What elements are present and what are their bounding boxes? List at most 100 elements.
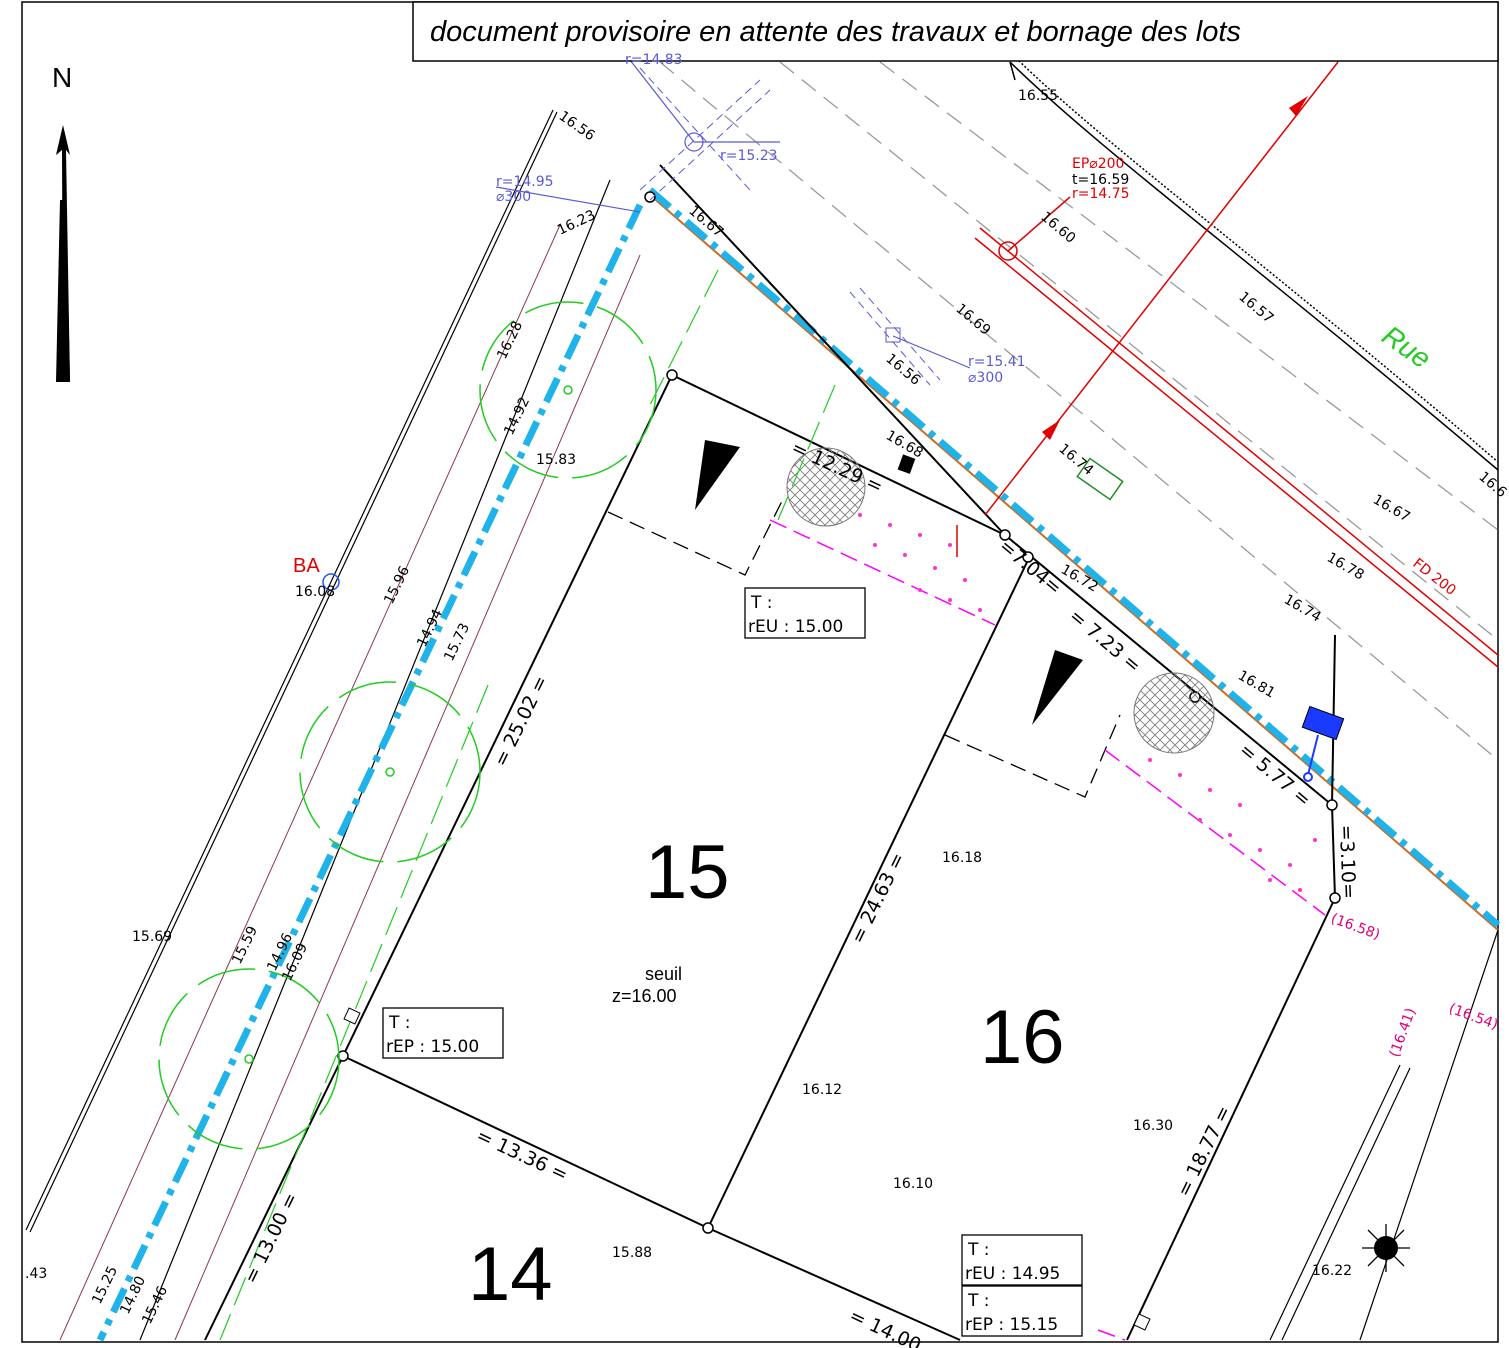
fd-label: FD 200 [1410, 556, 1459, 599]
black-box-icon [897, 454, 916, 474]
spot-height: 16.56 [556, 108, 598, 144]
spot-height: 15.96 [381, 564, 413, 607]
spot-height: 15.88 [612, 1245, 652, 1261]
violet-network [495, 59, 971, 369]
spot-height: 16.57 [1235, 289, 1276, 327]
dim-18-77: = 18.77 = [1173, 1102, 1236, 1200]
r1523: r=15.23 [720, 148, 778, 164]
ep-r: r=14.75 [1072, 186, 1130, 202]
seuil-label: seuil [645, 964, 682, 984]
parking-bays [607, 494, 1121, 798]
pink-dots [858, 513, 1317, 892]
lot-lines [204, 164, 1336, 1341]
proj-1658: (16.58) [1329, 911, 1382, 943]
spot-height: 16.18 [942, 850, 982, 866]
plan-frame [21, 1, 1499, 1343]
svg-text:rEP : 15.00: rEP : 15.00 [386, 1037, 479, 1057]
spot-height: 16.60 [1037, 209, 1078, 247]
red-network [956, 61, 1499, 668]
lot-number-15: 15 [645, 830, 730, 915]
d300a: ⌀300 [968, 370, 1003, 386]
spot-height: 16.22 [1312, 1263, 1352, 1279]
lot-number-16: 16 [980, 995, 1065, 1080]
small-square-2 [1133, 1313, 1151, 1331]
ep-label: EP⌀200 [1072, 156, 1124, 172]
right-path [1269, 929, 1499, 1341]
parking-arrow-16 [1032, 650, 1083, 725]
red-arrows [1042, 96, 1308, 440]
spot-height: 16.69 [952, 301, 993, 339]
banner-box [412, 1, 1499, 62]
spot-height: 16.56 [882, 351, 923, 389]
svg-text:T :: T : [967, 1240, 990, 1260]
r1541: r=15.41 [968, 354, 1026, 370]
info-box-reu-1495: T : rEU : 14.95 [961, 1234, 1083, 1286]
spot-height: 16.55 [1018, 88, 1058, 104]
dim-24-63: = 24.63 = [847, 849, 910, 947]
fence-line [59, 224, 561, 1341]
violet-manhole [885, 327, 901, 343]
hatched-circle-1 [786, 447, 866, 527]
spot-height: 15.73 [441, 621, 473, 664]
svg-text:T :: T : [388, 1013, 411, 1033]
road-curb [1009, 57, 1499, 471]
spot-height: 14.92 [501, 395, 533, 438]
lamp-icon [1362, 1224, 1410, 1272]
hatched-circle-2 [1133, 672, 1215, 754]
ba-label: BA [293, 555, 320, 577]
seuil-value: z=16.00 [612, 986, 677, 1006]
spot-height: 16.30 [1133, 1118, 1173, 1134]
svg-text:rEU : 15.00: rEU : 15.00 [748, 617, 843, 637]
r1495: r=14.95 [496, 174, 554, 190]
d300b: ⌀300 [496, 189, 531, 205]
spot-height: 16.74 [1281, 592, 1324, 626]
spot-height: 16.12 [802, 1082, 842, 1098]
info-box-reu-15: T : rEU : 15.00 [744, 587, 866, 639]
banner-text: document provisoire en attente des trava… [430, 16, 1241, 48]
dim-3-10: =3.10= [1335, 824, 1360, 899]
proj-1654: (16.54) [1447, 1001, 1500, 1033]
spot-heights: 16.55 16.56 16.23 16.67 16.60 16.57 16.6… [25, 88, 1509, 1327]
meter-box-icon [1301, 705, 1345, 741]
green-dashed [219, 269, 836, 1341]
spot-height: 15.59 [229, 924, 261, 967]
street-grid-lines [659, 61, 1499, 761]
spot-height: .43 [25, 1266, 47, 1282]
violet-dashed [639, 67, 941, 386]
ep-t: t=16.59 [1072, 172, 1129, 188]
spot-height: 16.67 [1370, 492, 1413, 526]
svg-text:rEU : 14.95: rEU : 14.95 [965, 1264, 1060, 1284]
info-box-rep-1515: T : rEP : 15.15 [961, 1285, 1083, 1337]
dim-13-36: = 13.36 = [473, 1125, 571, 1186]
tree-icons [158, 301, 657, 1150]
north-label: N [52, 62, 72, 93]
parking-arrow-15 [695, 440, 740, 510]
spot-height: 16.28 [494, 319, 526, 362]
spot-height: 16.23 [555, 207, 598, 238]
spot-height: 16.81 [1235, 668, 1278, 702]
spot-height: 15.83 [536, 452, 576, 468]
pink-zone-lines [769, 519, 1326, 1341]
info-box-rep-15: T : rEP : 15.00 [382, 1007, 504, 1059]
ba-icon [322, 573, 340, 591]
boundary-blue [96, 187, 1501, 1342]
fence-line-2 [174, 254, 641, 1341]
small-square [343, 1007, 361, 1025]
boundary-markers [337, 191, 1341, 1234]
svg-text:T :: T : [750, 593, 773, 613]
green-box [1076, 457, 1124, 501]
orange-boundary [649, 194, 1499, 931]
spot-height: 15.69 [132, 929, 172, 945]
dim-5-77: = 5.77 = [1235, 739, 1315, 811]
proj-1641: (16.41) [1387, 1006, 1419, 1059]
svg-text:T :: T : [967, 1291, 990, 1311]
lot-number-14: 14 [468, 1232, 553, 1317]
north-arrow-icon [56, 125, 70, 382]
r-top: r=14.83 [625, 52, 683, 68]
spot-height: 16.08 [295, 584, 335, 600]
svg-text:rEP : 15.15: rEP : 15.15 [965, 1315, 1058, 1335]
spot-height: 16.74 [1055, 441, 1096, 479]
spot-height: 16.6 [1475, 469, 1509, 501]
